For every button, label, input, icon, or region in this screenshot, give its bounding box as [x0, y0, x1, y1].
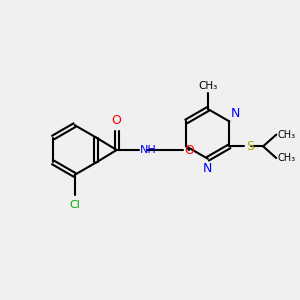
Text: CH₃: CH₃ [278, 130, 296, 140]
Text: NH: NH [140, 145, 157, 155]
Text: Cl: Cl [69, 200, 80, 210]
Text: O: O [112, 114, 122, 128]
Text: CH₃: CH₃ [198, 80, 218, 91]
Text: N: N [203, 162, 213, 175]
Text: O: O [184, 143, 194, 157]
Text: S: S [246, 140, 254, 153]
Text: CH₃: CH₃ [278, 153, 296, 163]
Text: N: N [231, 107, 240, 120]
